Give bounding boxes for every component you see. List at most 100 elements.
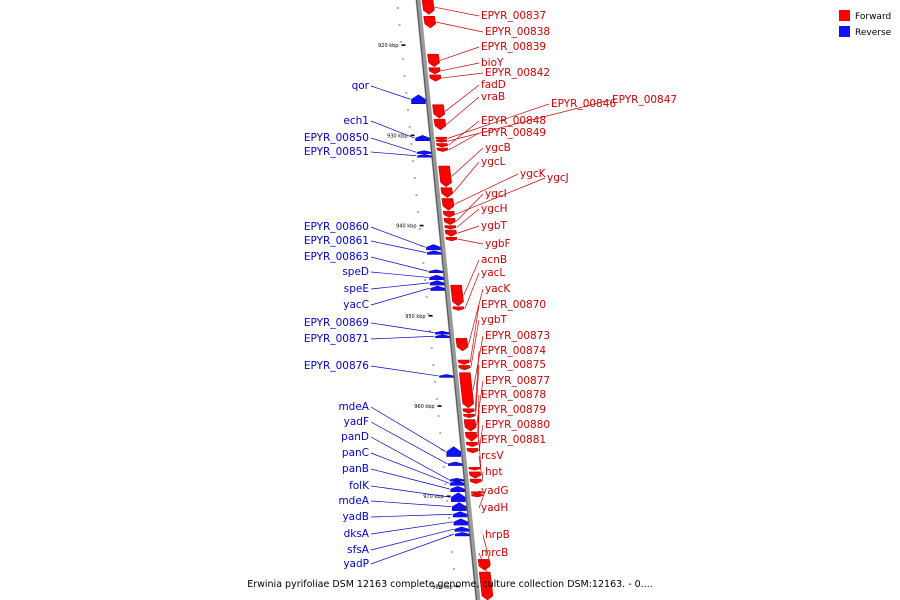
forward-gene-arrow[interactable] (463, 413, 476, 419)
gene-label-reverse[interactable]: sfsA (347, 544, 370, 556)
gene-label-reverse[interactable]: speE (344, 283, 369, 295)
reverse-gene-arrow[interactable] (429, 280, 445, 286)
forward-gene-arrow[interactable] (478, 571, 494, 600)
gene-label-forward[interactable]: rcsV (481, 450, 504, 462)
gene-label-forward[interactable]: ygbT (481, 220, 508, 232)
forward-gene-arrow[interactable] (423, 15, 437, 29)
gene-label-reverse[interactable]: ech1 (343, 115, 369, 127)
forward-gene-arrow[interactable] (444, 225, 457, 230)
gene-label-reverse[interactable]: qor (352, 80, 370, 92)
gene-label-forward[interactable]: ygbF (485, 238, 511, 250)
forward-gene-arrow[interactable] (441, 198, 455, 211)
reverse-gene-arrow[interactable] (454, 532, 470, 537)
gene-label-forward[interactable]: acnB (481, 254, 507, 266)
gene-label-forward[interactable]: hpt (485, 466, 502, 478)
forward-gene-arrow[interactable] (444, 229, 457, 237)
gene-label-reverse[interactable]: EPYR_00871 (304, 333, 369, 345)
gene-label-forward[interactable]: EPYR_00877 (485, 375, 550, 387)
reverse-gene-arrow[interactable] (435, 334, 450, 338)
gene-label-reverse[interactable]: dksA (344, 528, 370, 540)
reverse-gene-arrow[interactable] (449, 477, 465, 482)
gene-label-forward[interactable]: EPYR_00879 (481, 404, 546, 416)
gene-label-forward[interactable]: yadG (481, 485, 508, 497)
gene-label-reverse[interactable]: yacC (343, 299, 369, 311)
forward-gene-arrow[interactable] (452, 306, 465, 311)
forward-gene-arrow[interactable] (427, 53, 440, 68)
reverse-gene-arrow[interactable] (417, 154, 432, 158)
reverse-gene-arrow[interactable] (415, 135, 430, 142)
forward-gene-arrow[interactable] (465, 441, 478, 447)
gene-label-forward[interactable]: ygcL (481, 156, 506, 168)
forward-gene-arrow[interactable] (458, 372, 475, 409)
gene-label-forward[interactable]: EPYR_00837 (481, 10, 546, 22)
gene-label-forward[interactable]: ygcJ (547, 172, 569, 184)
gene-label-reverse[interactable]: EPYR_00860 (304, 221, 369, 233)
gene-label-forward[interactable]: bioY (481, 57, 504, 69)
reverse-gene-arrow[interactable] (451, 492, 466, 502)
gene-label-forward[interactable]: EPYR_00839 (481, 41, 546, 53)
forward-gene-arrow[interactable] (436, 147, 449, 152)
gene-label-reverse[interactable]: EPYR_00850 (304, 132, 369, 144)
gene-label-forward[interactable]: EPYR_00847 (612, 94, 677, 106)
forward-gene-arrow[interactable] (469, 478, 482, 484)
gene-label-forward[interactable]: mrcB (481, 547, 508, 559)
forward-gene-arrow[interactable] (466, 448, 479, 454)
gene-label-reverse[interactable]: panD (341, 431, 369, 443)
reverse-gene-arrow[interactable] (452, 511, 468, 518)
reverse-gene-arrow[interactable] (447, 461, 463, 466)
forward-gene-arrow[interactable] (468, 467, 481, 471)
gene-label-reverse[interactable]: EPYR_00863 (304, 251, 369, 263)
reverse-gene-arrow[interactable] (416, 150, 432, 154)
forward-gene-arrow[interactable] (428, 67, 441, 75)
gene-label-forward[interactable]: EPYR_00842 (485, 67, 550, 79)
gene-label-reverse[interactable]: panC (342, 447, 369, 459)
gene-label-forward[interactable]: yadH (481, 502, 508, 514)
forward-gene-arrow[interactable] (435, 136, 448, 140)
gene-label-forward[interactable]: ygcH (481, 203, 508, 215)
gene-label-forward[interactable]: EPYR_00880 (485, 419, 550, 431)
gene-label-reverse[interactable]: mdeA (338, 495, 369, 507)
reverse-gene-arrow[interactable] (449, 480, 465, 486)
gene-label-reverse[interactable]: folK (349, 480, 370, 492)
gene-label-forward[interactable]: EPYR_00874 (481, 345, 546, 357)
forward-gene-arrow[interactable] (435, 139, 448, 143)
forward-gene-arrow[interactable] (429, 74, 442, 82)
reverse-gene-arrow[interactable] (439, 374, 454, 378)
gene-labels[interactable]: EPYR_00837EPYR_00838EPYR_00839bioYEPYR_0… (304, 10, 677, 570)
forward-gene-arrow[interactable] (462, 408, 475, 414)
reverse-gene-arrow[interactable] (426, 250, 442, 255)
forward-gene-arrow[interactable] (457, 359, 470, 365)
gene-label-forward[interactable]: EPYR_00846 (551, 98, 616, 110)
gene-label-reverse[interactable]: yadB (342, 511, 369, 523)
reverse-gene-arrow[interactable] (426, 244, 441, 251)
gene-label-forward[interactable]: EPYR_00838 (485, 26, 550, 38)
forward-gene-arrow[interactable] (464, 431, 478, 442)
forward-gene-arrow[interactable] (433, 118, 447, 131)
forward-gene-arrow[interactable] (438, 165, 452, 188)
forward-gene-arrow[interactable] (442, 210, 456, 218)
gene-label-forward[interactable]: ygcK (520, 168, 547, 180)
reverse-gene-arrow[interactable] (430, 285, 445, 291)
gene-label-reverse[interactable]: yadF (344, 416, 369, 428)
forward-gene-arrow[interactable] (477, 559, 491, 571)
forward-gene-arrow[interactable] (421, 0, 435, 15)
reverse-gene-arrow[interactable] (454, 526, 469, 532)
gene-label-reverse[interactable]: panB (342, 463, 369, 475)
gene-label-forward[interactable]: EPYR_00875 (481, 359, 546, 371)
forward-gene-arrow[interactable] (432, 104, 446, 119)
gene-label-forward[interactable]: vraB (481, 91, 505, 103)
gene-label-reverse[interactable]: speD (342, 266, 369, 278)
gene-label-forward[interactable]: EPYR_00849 (481, 127, 546, 139)
reverse-gene-arrow[interactable] (452, 502, 467, 511)
gene-label-forward[interactable]: ygcI (485, 188, 507, 200)
reverse-gene-arrow[interactable] (446, 446, 461, 457)
reverse-gene-arrow[interactable] (450, 486, 465, 492)
forward-gene-arrow[interactable] (455, 338, 469, 352)
gene-label-forward[interactable]: ygbT (481, 314, 508, 326)
gene-label-reverse[interactable]: EPYR_00851 (304, 146, 369, 158)
gene-label-reverse[interactable]: EPYR_00861 (304, 235, 369, 247)
gene-label-reverse[interactable]: EPYR_00869 (304, 317, 369, 329)
reverse-gene-arrow[interactable] (434, 330, 450, 335)
forward-gene-arrow[interactable] (458, 365, 471, 371)
gene-label-forward[interactable]: hrpB (485, 529, 510, 541)
